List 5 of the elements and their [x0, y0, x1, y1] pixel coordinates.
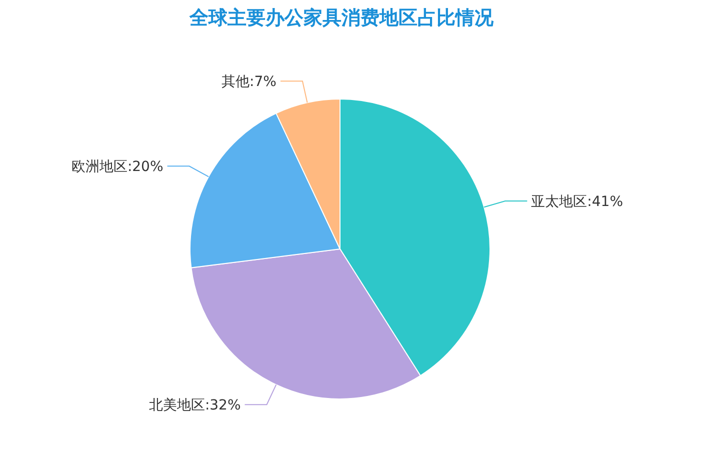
chart-title: 全球主要办公家具消费地区占比情况	[188, 7, 494, 29]
slice-label: 其他:7%	[222, 74, 276, 90]
slice-label: 亚太地区:41%	[531, 194, 624, 210]
slice-label: 北美地区:32%	[148, 398, 241, 414]
slice-label: 欧洲地区:20%	[71, 159, 164, 176]
